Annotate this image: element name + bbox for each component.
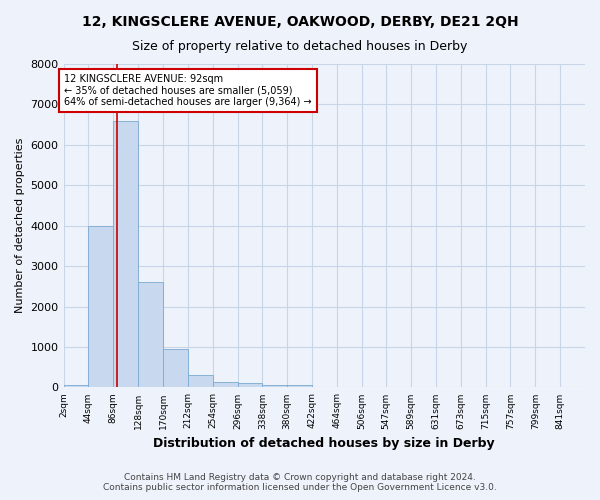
Bar xyxy=(212,382,238,388)
X-axis label: Distribution of detached houses by size in Derby: Distribution of detached houses by size … xyxy=(154,437,495,450)
Text: Contains HM Land Registry data © Crown copyright and database right 2024.
Contai: Contains HM Land Registry data © Crown c… xyxy=(103,473,497,492)
Y-axis label: Number of detached properties: Number of detached properties xyxy=(15,138,25,314)
Bar xyxy=(188,376,212,388)
Bar xyxy=(262,384,287,388)
Bar xyxy=(64,385,88,388)
Bar xyxy=(113,120,138,388)
Bar xyxy=(238,384,262,388)
Text: 12 KINGSCLERE AVENUE: 92sqm
← 35% of detached houses are smaller (5,059)
64% of : 12 KINGSCLERE AVENUE: 92sqm ← 35% of det… xyxy=(64,74,312,108)
Text: 12, KINGSCLERE AVENUE, OAKWOOD, DERBY, DE21 2QH: 12, KINGSCLERE AVENUE, OAKWOOD, DERBY, D… xyxy=(82,15,518,29)
Bar xyxy=(287,385,312,388)
Text: Size of property relative to detached houses in Derby: Size of property relative to detached ho… xyxy=(133,40,467,53)
Bar xyxy=(163,349,188,388)
Bar xyxy=(138,282,163,388)
Bar xyxy=(88,226,113,388)
